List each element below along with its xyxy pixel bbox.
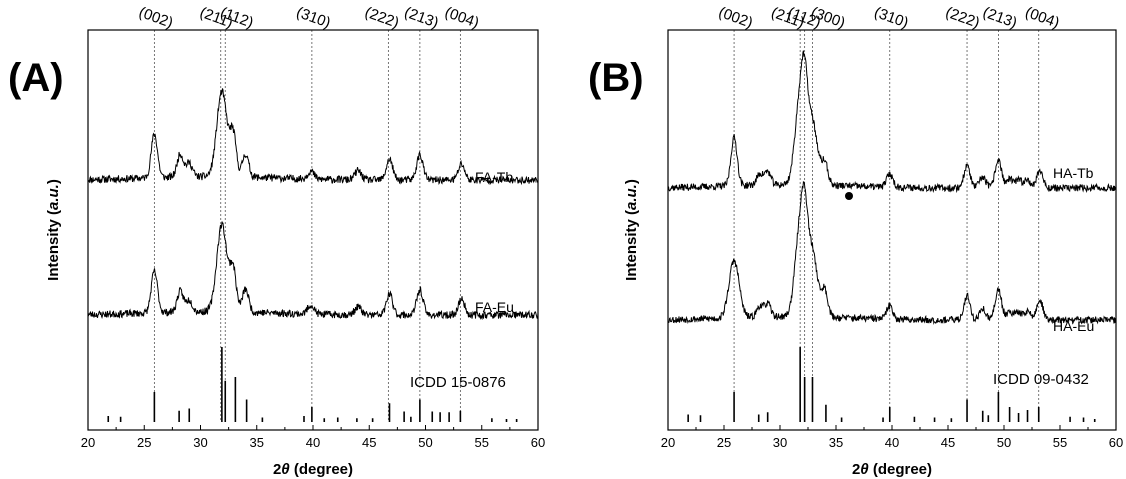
- miller-index-label: (213): [981, 4, 1020, 32]
- diffraction-traces-a: [87, 88, 539, 321]
- miller-index-label: (002): [716, 4, 755, 32]
- panel-label-a: (A): [8, 56, 64, 100]
- x-tick-label: 30: [773, 435, 787, 450]
- plot-frame-a: [87, 29, 539, 431]
- diffraction-trace-ha-tb: [667, 50, 1117, 194]
- x-tick-label: 40: [306, 435, 320, 450]
- x-tick-label: 50: [997, 435, 1011, 450]
- x-tick-label: 20: [661, 435, 675, 450]
- trace-label-fa-tb: FA-Tb: [475, 169, 513, 185]
- reference-label-a: ICDD 15-0876: [410, 374, 506, 391]
- panel-b: (B) (002) (211)(112)(300) (310) (222)(213)(…: [588, 4, 1123, 478]
- reflection-guide-lines-b: [733, 30, 1040, 420]
- x-tick-label: 60: [1109, 435, 1123, 450]
- trace-label-ha-tb: HA-Tb: [1053, 165, 1094, 181]
- y-axis-title-a: Intensity (a.u.): [45, 179, 62, 281]
- x-tick-label: 35: [829, 435, 843, 450]
- trace-label-ha-eu: HA-Eu: [1053, 318, 1094, 334]
- diffraction-trace-fa-eu: [87, 221, 539, 321]
- miller-index-label: (310): [294, 4, 333, 32]
- plot-frame-b: [667, 29, 1117, 431]
- x-tick-label: 25: [717, 435, 731, 450]
- x-axis-ticks-a: 20 25 30 35 40 45 50 55 60: [81, 425, 545, 450]
- panel-label-b: (B): [588, 56, 644, 100]
- x-tick-label: 55: [475, 435, 489, 450]
- x-axis-title-b: 2θ (degree): [852, 461, 932, 478]
- miller-index-label: (004): [443, 4, 482, 32]
- panel-a: (A) (002) (211)(112) (310) (222) (213) (004) …: [8, 4, 545, 478]
- reference-label-b: ICDD 09-0432: [993, 371, 1089, 388]
- miller-index-label: (002): [137, 4, 176, 32]
- x-tick-label: 50: [418, 435, 432, 450]
- miller-index-label: (310): [872, 4, 911, 32]
- diffraction-traces-b: [667, 50, 1117, 325]
- miller-index-labels-b: (002) (211)(112)(300) (310) (222)(213) (004): [716, 4, 1061, 32]
- x-tick-label: 55: [1053, 435, 1067, 450]
- x-axis-ticks-b: 20 25 30 35 40 45 50 55 60: [661, 425, 1123, 450]
- diffraction-trace-ha-eu: [667, 181, 1117, 325]
- miller-index-label: (213): [402, 4, 441, 32]
- x-tick-label: 45: [362, 435, 376, 450]
- x-tick-label: 35: [250, 435, 264, 450]
- x-tick-label: 25: [137, 435, 151, 450]
- x-tick-label: 60: [531, 435, 545, 450]
- y-axis-title-b: Intensity (a.u.): [623, 179, 640, 281]
- trace-marker-dot: [845, 192, 853, 200]
- x-tick-label: 20: [81, 435, 95, 450]
- miller-index-labels-a: (002) (211)(112) (310) (222) (213) (004): [137, 4, 482, 32]
- trace-label-fa-eu: FA-Eu: [475, 299, 514, 315]
- x-tick-label: 40: [885, 435, 899, 450]
- miller-index-label: (222): [363, 4, 402, 32]
- x-axis-title-a: 2θ (degree): [273, 461, 353, 478]
- x-tick-label: 45: [941, 435, 955, 450]
- diffraction-trace-fa-tb: [87, 88, 539, 186]
- reference-pattern-a: [107, 347, 518, 422]
- miller-index-label: (004): [1023, 4, 1062, 32]
- reflection-guide-lines-a: [153, 30, 461, 420]
- reference-pattern-b: [687, 347, 1096, 422]
- x-tick-label: 30: [193, 435, 207, 450]
- miller-index-label: (222): [943, 4, 982, 32]
